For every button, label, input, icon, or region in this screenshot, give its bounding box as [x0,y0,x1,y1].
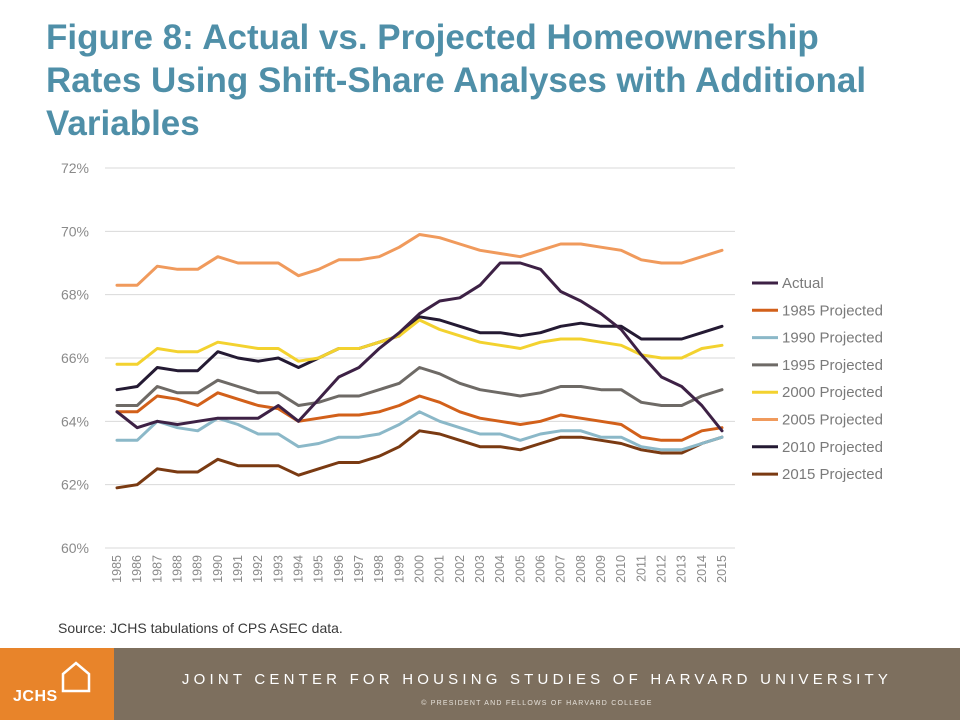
gridlines [105,167,735,549]
house-icon [61,661,91,693]
x-tick-label: 2014 [695,555,709,583]
legend: Actual 1985 Projected 1990 Projected 1995 P… [752,275,883,483]
title-line-1: Figure 8: Actual vs. Projected Homeowner… [46,18,819,57]
x-tick-label: 2009 [594,555,608,583]
line-chart: 60%62%64%66%68%70%72% 1985 1986 1987 1988 19… [61,160,883,583]
footer-bar: JOINT CENTER FOR HOUSING STUDIES OF HARV… [114,648,960,720]
x-tick-label: 2013 [675,555,689,583]
title-line-3: Variables [46,104,200,143]
y-axis-ticks: 60% 62% 64% 66% 68% 70% 72% [61,160,89,556]
page-title: Figure 8: Actual vs. Projected Homeowner… [46,16,926,145]
legend-label: 1990 Projected [782,330,883,347]
y-tick-label: 66% [61,350,89,366]
x-tick-label: 1987 [150,555,164,583]
x-tick-label: 2003 [473,555,487,583]
series-line-2005-projected [115,233,724,287]
series-line-actual [115,261,724,433]
logo-text: JCHS [13,688,58,705]
x-tick-label: 2000 [413,555,427,583]
y-tick-label: 70% [61,223,89,239]
x-tick-label: 2002 [453,555,467,583]
y-tick-label: 68% [61,287,89,303]
x-axis-ticks: 1985 1986 1987 1988 1989 1990 1991 1992 1993 1994… [110,555,729,583]
x-tick-label: 2015 [715,555,729,583]
y-tick-label: 64% [61,413,89,429]
x-tick-label: 1985 [110,555,124,583]
footer: JCHS JOINT CENTER FOR HOUSING STUDIES OF… [0,648,960,720]
x-tick-label: 2012 [655,555,669,583]
y-tick-label: 62% [61,477,89,493]
x-tick-label: 1992 [251,555,265,583]
x-tick-label: 2004 [493,555,507,583]
series-line-1985-projected [115,391,724,442]
series-lines [115,233,724,490]
legend-label: 1985 Projected [782,302,883,319]
x-tick-label: 1986 [130,555,144,583]
legend-label: 2010 Projected [782,439,883,456]
x-tick-label: 2005 [513,555,527,583]
x-tick-label: 2001 [433,555,447,583]
legend-label: 1995 Projected [782,357,883,374]
copyright: © PRESIDENT AND FELLOWS OF HARVARD COLLE… [421,700,653,707]
x-tick-label: 1990 [211,555,225,583]
y-tick-label: 60% [61,540,89,556]
title-line-2: Rates Using Shift-Share Analyses with Ad… [46,61,867,100]
jchs-logo: JCHS [0,648,114,720]
x-tick-label: 2011 [634,555,648,582]
x-tick-label: 2006 [534,555,548,583]
x-tick-label: 1988 [171,555,185,583]
x-tick-label: 2007 [554,555,568,583]
y-tick-label: 72% [61,160,89,176]
x-tick-label: 1995 [312,555,326,583]
org-name: JOINT CENTER FOR HOUSING STUDIES OF HARV… [181,671,893,688]
source-note: Source: JCHS tabulations of CPS ASEC dat… [58,620,343,636]
series-line-2000-projected [115,318,724,366]
x-tick-label: 1993 [271,555,285,583]
x-tick-label: 1997 [352,555,366,583]
x-tick-label: 1991 [231,555,245,583]
x-tick-label: 1999 [392,555,406,583]
series-line-2010-projected [115,315,724,392]
x-tick-label: 1994 [292,555,306,583]
x-tick-label: 1989 [191,555,205,583]
legend-label: Actual [782,275,824,292]
x-tick-label: 2008 [574,555,588,583]
legend-label: 2015 Projected [782,466,883,483]
x-tick-label: 1998 [372,555,386,583]
series-line-1995-projected [115,366,724,407]
series-line-2015-projected [115,429,724,490]
x-tick-label: 2010 [614,555,628,583]
legend-label: 2000 Projected [782,384,883,401]
x-tick-label: 1996 [332,555,346,583]
legend-label: 2005 Projected [782,412,883,429]
